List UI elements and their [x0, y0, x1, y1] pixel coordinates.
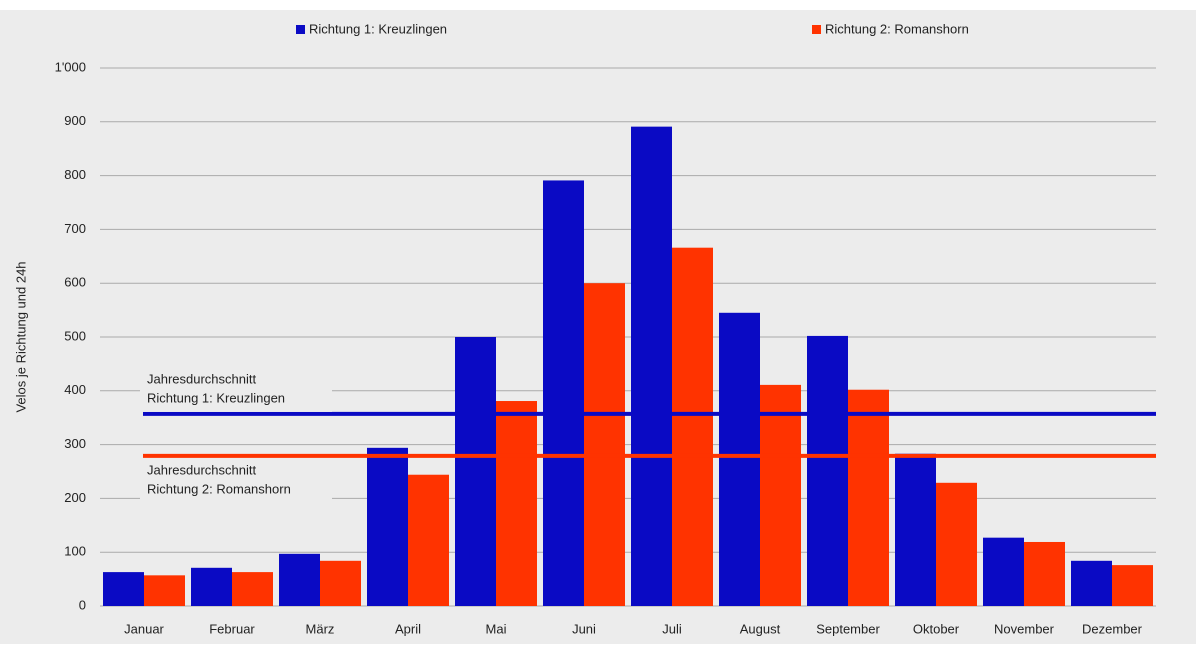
y-tick-label: 1'000 [55, 59, 86, 74]
bar [408, 474, 449, 606]
bar [672, 247, 713, 606]
y-tick-label: 300 [64, 436, 86, 451]
bar [543, 180, 584, 606]
bar [719, 312, 760, 606]
x-tick-label: März [306, 621, 335, 636]
legend-label: Richtung 1: Kreuzlingen [309, 21, 447, 36]
bar [367, 447, 408, 606]
x-tick-label: Februar [209, 621, 255, 636]
x-tick-label: Juli [662, 621, 682, 636]
y-tick-label: 800 [64, 167, 86, 182]
bar [584, 283, 625, 606]
y-tick-label: 0 [79, 597, 86, 612]
bar [983, 537, 1024, 606]
bar [1112, 565, 1153, 606]
bar [496, 401, 537, 606]
legend-swatch [296, 25, 305, 34]
x-tick-label: August [740, 621, 781, 636]
annotation: Richtung 2: Romanshorn [147, 481, 291, 496]
bar [232, 572, 273, 606]
y-tick-label: 200 [64, 490, 86, 505]
x-tick-label: September [816, 621, 880, 636]
bar [1024, 541, 1065, 606]
annotation: Jahresdurchschnitt [147, 371, 256, 386]
x-tick-label: Dezember [1082, 621, 1143, 636]
bar [455, 337, 496, 606]
bar [1071, 560, 1112, 606]
y-tick-label: 900 [64, 113, 86, 128]
bar [320, 560, 361, 606]
y-tick-label: 100 [64, 544, 86, 559]
y-tick-label: 500 [64, 328, 86, 343]
y-tick-label: 600 [64, 275, 86, 290]
bar [631, 126, 672, 606]
annotation: Richtung 1: Kreuzlingen [147, 390, 285, 405]
y-axis-label: Velos je Richtung und 24h [13, 261, 28, 412]
x-tick-label: Juni [572, 621, 596, 636]
bar [807, 335, 848, 606]
x-tick-label: November [994, 621, 1055, 636]
x-tick-label: April [395, 621, 421, 636]
bar [144, 575, 185, 606]
annotation-box [140, 369, 332, 412]
bar [279, 553, 320, 606]
bar [848, 389, 889, 606]
bar [103, 572, 144, 606]
annotation: Jahresdurchschnitt [147, 462, 256, 477]
bar [936, 482, 977, 606]
annotation-box [140, 460, 332, 503]
legend-label: Richtung 2: Romanshorn [825, 21, 969, 36]
y-tick-label: 700 [64, 221, 86, 236]
x-tick-label: Mai [486, 621, 507, 636]
x-tick-label: Januar [124, 621, 164, 636]
y-tick-label: 400 [64, 382, 86, 397]
bar [760, 384, 801, 606]
x-tick-label: Oktober [913, 621, 960, 636]
legend-swatch [812, 25, 821, 34]
bar [191, 567, 232, 606]
bar [895, 453, 936, 606]
